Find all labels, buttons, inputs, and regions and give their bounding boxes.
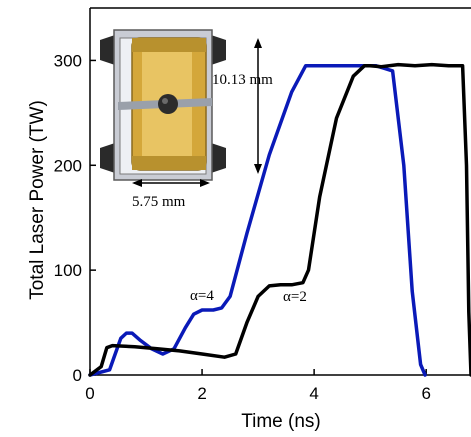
x-tick-label: 0	[85, 384, 94, 403]
x-tick-label: 4	[309, 384, 318, 403]
height-dimension	[254, 38, 262, 174]
ticks: 0 2 4 6 0 100 200 300	[54, 51, 431, 403]
height-label: 10.13 mm	[212, 72, 273, 88]
x-tick-label: 6	[421, 384, 430, 403]
x-axis-title: Time (ns)	[241, 411, 321, 432]
alpha4-label: α=4	[190, 288, 214, 304]
series-line-2	[88, 62, 471, 377]
width-dimension	[132, 179, 210, 187]
width-label: 5.75 mm	[132, 194, 186, 210]
y-tick-label: 200	[54, 156, 82, 175]
alpha2-label: α=2	[283, 289, 307, 305]
y-axis-title: Total Laser Power (TW)	[27, 100, 48, 300]
series-layer	[88, 62, 471, 377]
y-tick-label: 300	[54, 51, 82, 70]
hohlraum-inset-image	[100, 29, 226, 181]
x-tick-label: 2	[197, 384, 206, 403]
y-tick-label: 0	[73, 366, 82, 385]
y-tick-label: 100	[54, 261, 82, 280]
